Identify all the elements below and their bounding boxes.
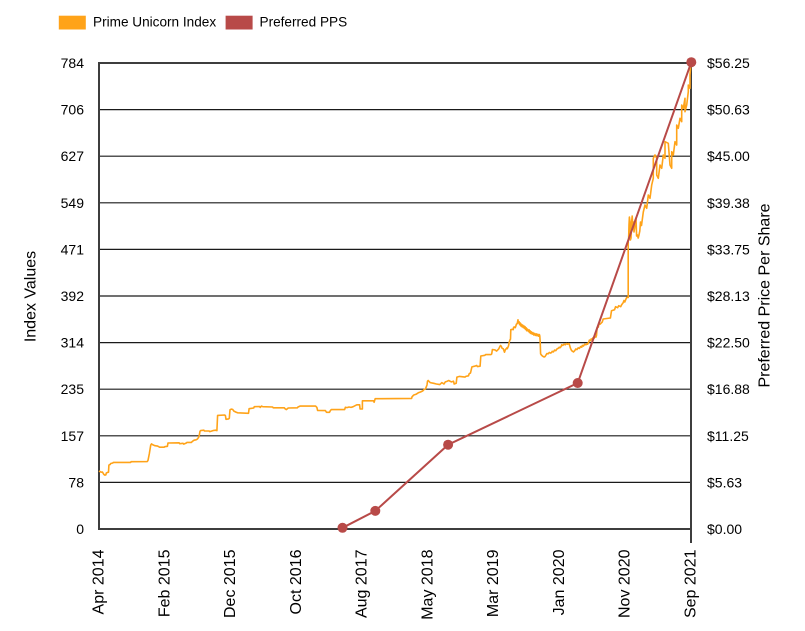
svg-text:$22.50: $22.50 xyxy=(707,335,750,351)
svg-text:$16.88: $16.88 xyxy=(707,381,750,397)
svg-text:78: 78 xyxy=(68,474,84,490)
svg-text:549: 549 xyxy=(61,195,85,211)
svg-text:Nov 2020: Nov 2020 xyxy=(617,549,634,618)
svg-text:Preferred PPS: Preferred PPS xyxy=(260,15,348,30)
svg-text:Aug 2017: Aug 2017 xyxy=(354,549,371,618)
svg-text:$45.00: $45.00 xyxy=(707,148,750,164)
svg-text:Preferred Price Per Share: Preferred Price Per Share xyxy=(757,203,774,387)
svg-text:0: 0 xyxy=(76,521,84,537)
svg-text:784: 784 xyxy=(61,55,85,71)
svg-text:Jan 2020: Jan 2020 xyxy=(551,549,568,615)
svg-text:Apr 2014: Apr 2014 xyxy=(91,549,108,614)
svg-text:Oct 2016: Oct 2016 xyxy=(288,549,305,614)
svg-text:$50.63: $50.63 xyxy=(707,102,750,118)
svg-text:Sep 2021: Sep 2021 xyxy=(683,549,700,618)
svg-text:May 2018: May 2018 xyxy=(419,549,436,619)
svg-text:Prime Unicorn Index: Prime Unicorn Index xyxy=(93,15,216,30)
svg-text:$5.63: $5.63 xyxy=(707,474,742,490)
svg-text:Index Values: Index Values xyxy=(23,251,40,342)
svg-text:$39.38: $39.38 xyxy=(707,195,750,211)
svg-text:Dec 2015: Dec 2015 xyxy=(222,549,239,618)
svg-text:$0.00: $0.00 xyxy=(707,521,742,537)
svg-text:235: 235 xyxy=(61,381,85,397)
svg-text:706: 706 xyxy=(61,102,85,118)
svg-text:314: 314 xyxy=(61,335,85,351)
svg-text:Feb 2015: Feb 2015 xyxy=(156,549,173,617)
svg-text:$11.25: $11.25 xyxy=(707,428,749,444)
svg-text:471: 471 xyxy=(61,241,85,257)
svg-text:627: 627 xyxy=(61,148,85,164)
svg-text:157: 157 xyxy=(61,428,85,444)
svg-text:392: 392 xyxy=(61,288,85,304)
svg-text:$33.75: $33.75 xyxy=(707,241,750,257)
svg-text:$28.13: $28.13 xyxy=(707,288,750,304)
svg-text:$56.25: $56.25 xyxy=(707,55,750,71)
svg-text:Mar 2019: Mar 2019 xyxy=(485,549,502,617)
